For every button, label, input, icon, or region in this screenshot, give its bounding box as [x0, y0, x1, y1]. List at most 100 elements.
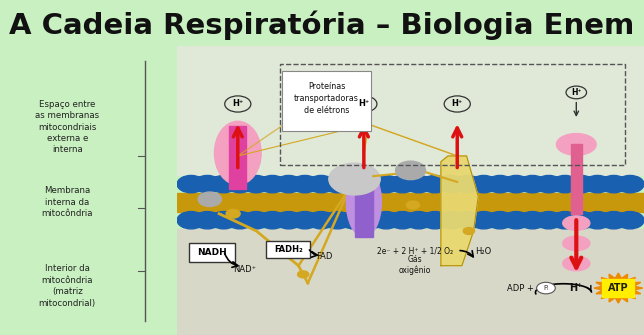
Circle shape [339, 176, 368, 193]
Circle shape [356, 176, 384, 193]
Circle shape [453, 211, 482, 229]
Circle shape [372, 211, 400, 229]
Circle shape [536, 282, 555, 294]
Circle shape [356, 211, 384, 229]
Text: H⁺: H⁺ [232, 99, 243, 109]
Circle shape [226, 211, 254, 229]
Circle shape [177, 176, 205, 193]
Circle shape [226, 176, 254, 193]
Bar [177, 229, 644, 335]
Circle shape [437, 211, 465, 229]
Circle shape [567, 176, 595, 193]
Text: Membrana
interna da
mitocôndria: Membrana interna da mitocôndria [42, 186, 93, 218]
Text: ATP: ATP [608, 283, 629, 293]
Circle shape [551, 176, 579, 193]
Circle shape [600, 211, 628, 229]
Circle shape [242, 176, 270, 193]
Text: Pᵢ: Pᵢ [544, 285, 549, 291]
Circle shape [307, 211, 335, 229]
Circle shape [274, 211, 303, 229]
Circle shape [486, 211, 514, 229]
Circle shape [339, 211, 368, 229]
Text: 2e⁻ + 2 H⁺ + 1/2 O₂: 2e⁻ + 2 H⁺ + 1/2 O₂ [377, 246, 453, 255]
Circle shape [242, 211, 270, 229]
Circle shape [388, 176, 417, 193]
Circle shape [469, 211, 498, 229]
Circle shape [463, 227, 475, 234]
Ellipse shape [563, 236, 590, 251]
Circle shape [372, 176, 400, 193]
Text: Interior da
mitocôndria
(matriz
mitocondrial): Interior da mitocôndria (matriz mitocond… [39, 264, 96, 308]
Text: H⁺: H⁺ [358, 99, 370, 109]
Text: ADP +: ADP + [507, 283, 536, 292]
Circle shape [567, 211, 595, 229]
Polygon shape [594, 273, 643, 303]
Circle shape [437, 176, 465, 193]
Ellipse shape [556, 134, 596, 155]
FancyBboxPatch shape [266, 241, 310, 258]
Circle shape [535, 176, 563, 193]
Circle shape [258, 176, 287, 193]
Text: FAD: FAD [316, 252, 332, 261]
Bar [177, 46, 644, 176]
Circle shape [502, 176, 530, 193]
Text: FADH₂: FADH₂ [274, 245, 303, 254]
Circle shape [502, 211, 530, 229]
Circle shape [535, 211, 563, 229]
Bar [229, 126, 246, 189]
Circle shape [209, 211, 238, 229]
Circle shape [600, 176, 628, 193]
Circle shape [274, 176, 303, 193]
Circle shape [193, 176, 222, 193]
Circle shape [453, 176, 482, 193]
Circle shape [551, 211, 579, 229]
Circle shape [421, 176, 449, 193]
Circle shape [406, 201, 419, 209]
Circle shape [291, 211, 319, 229]
FancyBboxPatch shape [189, 243, 236, 262]
Circle shape [258, 211, 287, 229]
Circle shape [388, 211, 417, 229]
Text: Proteínas
transportadoras
de elétrons: Proteínas transportadoras de elétrons [294, 82, 359, 115]
Circle shape [323, 211, 352, 229]
Circle shape [583, 211, 612, 229]
Circle shape [469, 176, 498, 193]
Circle shape [209, 176, 238, 193]
Circle shape [198, 192, 222, 206]
Text: A Cadeia Respiratória – Biologia Enem: A Cadeia Respiratória – Biologia Enem [10, 11, 634, 40]
Circle shape [583, 176, 612, 193]
Polygon shape [441, 156, 478, 266]
Circle shape [404, 176, 433, 193]
FancyBboxPatch shape [282, 71, 371, 131]
Text: H⁺: H⁺ [569, 283, 583, 293]
Circle shape [298, 271, 308, 278]
Ellipse shape [214, 121, 261, 185]
Circle shape [291, 176, 319, 193]
Ellipse shape [346, 168, 381, 237]
Text: H₂O: H₂O [475, 247, 491, 256]
Circle shape [177, 211, 205, 229]
Circle shape [404, 211, 433, 229]
Circle shape [307, 176, 335, 193]
Bar [354, 168, 374, 237]
Circle shape [193, 211, 222, 229]
Text: H⁺: H⁺ [451, 99, 463, 109]
Text: Gás
oxigênio: Gás oxigênio [399, 255, 431, 275]
Circle shape [518, 211, 547, 229]
Circle shape [616, 176, 644, 193]
Circle shape [226, 209, 240, 218]
Text: H⁺: H⁺ [571, 88, 582, 97]
Text: Espaço entre
as membranas
mitocondriais
externa e
interna: Espaço entre as membranas mitocondriais … [35, 100, 99, 154]
Circle shape [616, 211, 644, 229]
Text: NADH: NADH [197, 248, 227, 257]
Circle shape [395, 161, 426, 180]
Circle shape [421, 211, 449, 229]
Circle shape [518, 176, 547, 193]
Ellipse shape [563, 256, 590, 271]
Bar [571, 144, 582, 214]
Ellipse shape [563, 216, 590, 230]
Circle shape [329, 163, 380, 195]
Circle shape [323, 176, 352, 193]
Circle shape [486, 176, 514, 193]
Text: NAD⁺: NAD⁺ [233, 265, 256, 274]
